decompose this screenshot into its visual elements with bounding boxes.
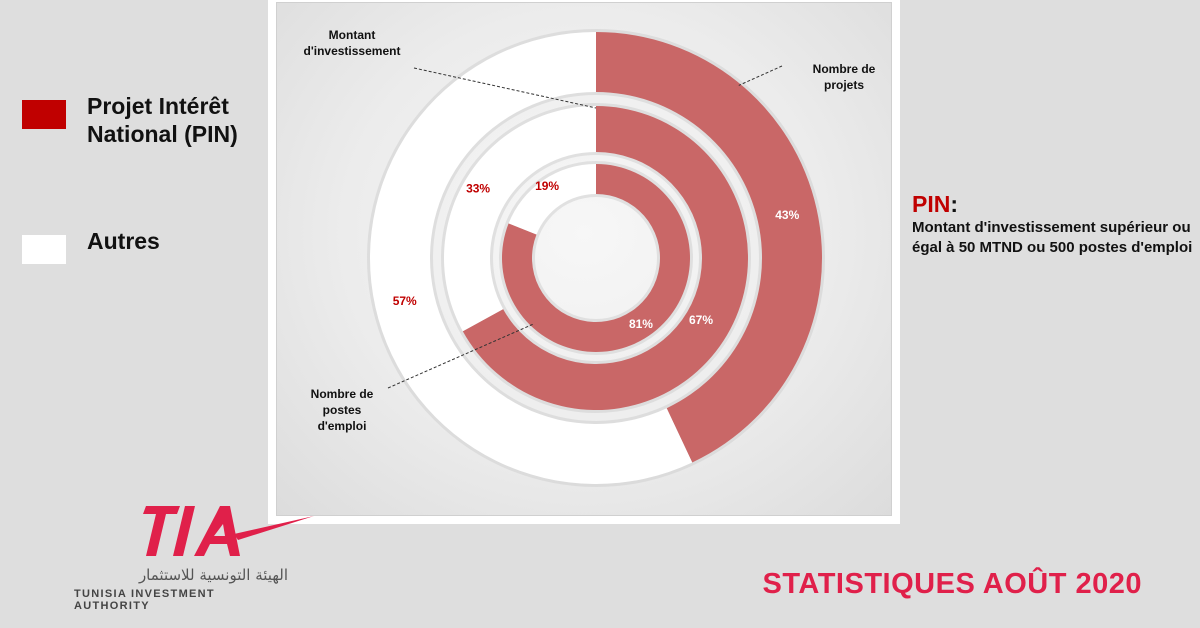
pin-definition: PIN: Montant d'investissement supérieur … xyxy=(912,190,1197,258)
donut-slice-0-0 xyxy=(596,32,822,463)
logo-english-name: TUNISIA INVESTMENT AUTHORITY xyxy=(74,588,215,612)
annotation-1-line-0: Montant xyxy=(329,28,376,42)
legend-item-pin: Projet Intérêt National (PIN) xyxy=(22,92,267,148)
donut-label-0-0: 43% xyxy=(775,208,799,222)
annotation-2-line-1: postes xyxy=(323,403,362,417)
tia-logo: الهيئة التونسية للاستثمار TUNISIA INVEST… xyxy=(62,494,314,614)
tia-logo-mark xyxy=(143,506,314,556)
donut-label-1-1: 33% xyxy=(466,181,490,195)
pin-heading-colon: : xyxy=(950,191,959,217)
legend-item-autres: Autres xyxy=(22,227,267,264)
legend-swatch-pin xyxy=(22,100,66,129)
annotation-0-line-1: projets xyxy=(824,78,864,92)
donut-chart: 43% 57% 67% 33% 81% 19% Nombre de projets Monta… xyxy=(304,28,876,487)
legend-label-pin: Projet Intérêt National (PIN) xyxy=(87,93,238,147)
annotation-2-line-0: Nombre de xyxy=(311,387,374,401)
legend-label-autres: Autres xyxy=(87,228,160,254)
donut-slice-1-0 xyxy=(462,106,749,411)
annotation-leader-2 xyxy=(387,323,535,389)
annotation-1-line-1: d'investissement xyxy=(304,44,401,58)
donut-label-1-0: 67% xyxy=(689,313,713,327)
annotation-1: Montant d'investissement xyxy=(304,28,401,58)
logo-arabic-name: الهيئة التونسية للاستثمار xyxy=(138,566,288,584)
donut-slice-2-0 xyxy=(501,164,690,353)
annotation-0: Nombre de projets xyxy=(813,62,876,92)
annotation-leader-1 xyxy=(413,67,597,109)
chart-plot-area: 43% 57% 67% 33% 81% 19% Nombre de projets Monta… xyxy=(276,2,892,516)
donut-label-2-1: 19% xyxy=(535,179,559,193)
pin-heading-word: PIN xyxy=(912,191,951,217)
chart-frame: 43% 57% 67% 33% 81% 19% Nombre de projets Monta… xyxy=(268,0,900,524)
donut-slice-1-1 xyxy=(444,106,596,332)
annotation-0-line-0: Nombre de xyxy=(813,62,876,76)
annotation-2-line-2: d'emploi xyxy=(318,419,367,433)
pin-description: Montant d'investissement supérieur ou ég… xyxy=(912,219,1193,256)
annotation-2: Nombre de postes d'emploi xyxy=(311,387,374,433)
legend-swatch-autres xyxy=(22,235,66,264)
donut-label-2-0: 81% xyxy=(629,317,653,331)
annotation-leader-0 xyxy=(738,65,783,86)
donut-slice-0-1 xyxy=(369,32,693,484)
footer-title: STATISTIQUES AOÛT 2020 xyxy=(762,568,1142,600)
donut-slice-2-1 xyxy=(508,164,596,235)
donut-label-0-1: 57% xyxy=(393,294,417,308)
pin-heading: PIN: xyxy=(912,190,1197,218)
